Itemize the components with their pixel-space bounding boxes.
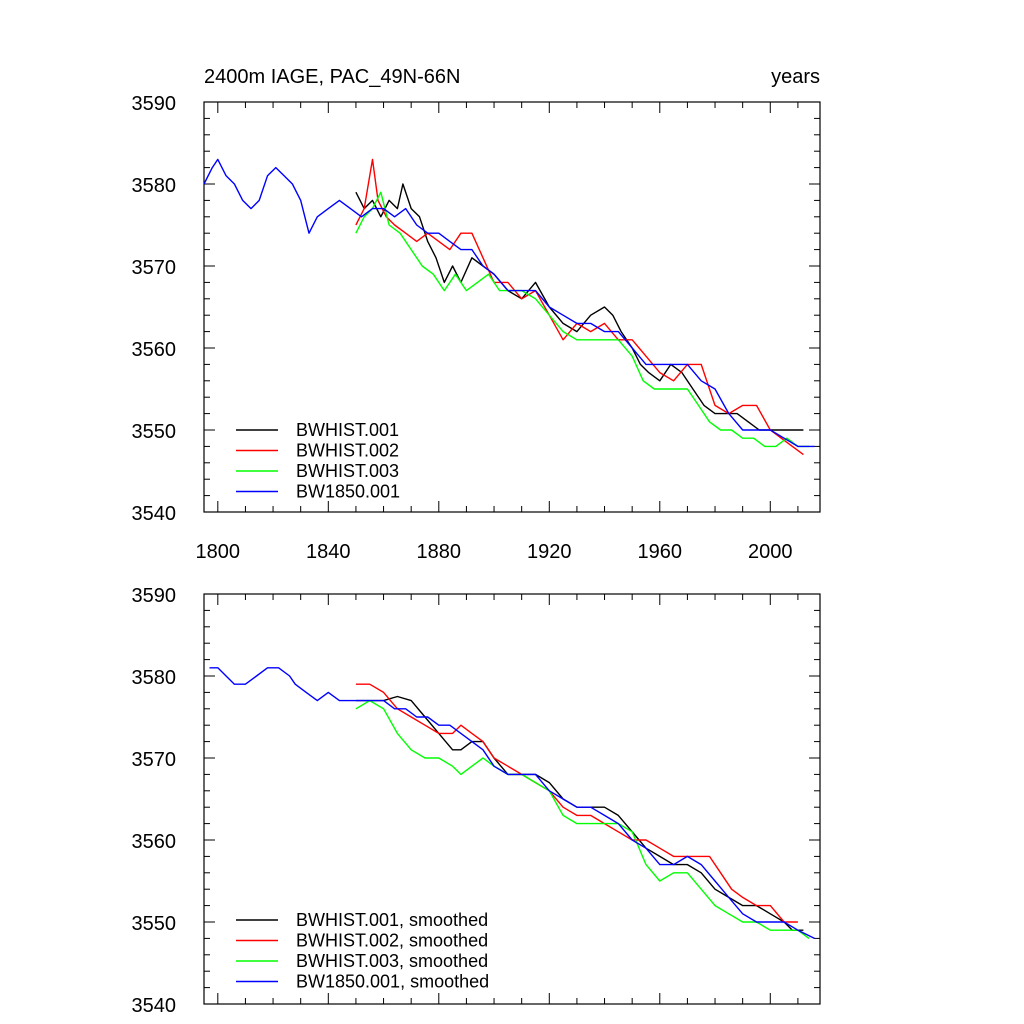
series-line-3 — [355, 191, 809, 448]
units-label: years — [771, 66, 820, 88]
bottom-panel: 3540 3550 3560 3570 3580 3590 BWHIST.001, smoo… — [132, 585, 821, 1017]
series-line-1 — [355, 183, 804, 431]
legend-label: BWHIST.001 — [296, 420, 399, 440]
legend-label: BW1850.001 — [296, 482, 400, 502]
top-panel: 3540 3550 3560 3570 3580 3590 1800 1840 1880 1920… — [132, 93, 821, 563]
plot-frame — [203, 593, 821, 1005]
y-tick-label: 3550 — [132, 421, 177, 443]
x-tick-label: 1960 — [638, 541, 683, 563]
x-tick-label: 1880 — [417, 541, 462, 563]
y-tick-label: 3590 — [132, 585, 177, 607]
y-tick-label: 3550 — [132, 913, 177, 935]
series-line-1 — [355, 695, 804, 931]
series-line-4 — [203, 158, 815, 448]
y-tick-label: 3540 — [132, 995, 177, 1017]
x-tick-label: 1800 — [196, 541, 241, 563]
legend-label: BW1850.001, smoothed — [296, 972, 489, 992]
y-tick-label: 3580 — [132, 175, 177, 197]
series-line-4 — [209, 667, 815, 940]
y-tick-label: 3560 — [132, 831, 177, 853]
y-tick-label: 3590 — [132, 93, 177, 115]
legend-label: BWHIST.003 — [296, 461, 399, 481]
x-tick-label: 2000 — [748, 541, 793, 563]
y-tick-label: 3580 — [132, 667, 177, 689]
legend-label: BWHIST.002 — [296, 441, 399, 461]
plot-frame — [203, 101, 821, 513]
series-line-2 — [355, 158, 804, 456]
y-tick-label: 3570 — [132, 749, 177, 771]
series-line-2 — [355, 683, 798, 923]
y-tick-label: 3540 — [132, 503, 177, 525]
y-tick-label: 3560 — [132, 339, 177, 361]
x-tick-label: 1920 — [527, 541, 572, 563]
legend-label: BWHIST.002, smoothed — [296, 931, 488, 951]
legend-label: BWHIST.001, smoothed — [296, 910, 488, 930]
legend-label: BWHIST.003, smoothed — [296, 951, 488, 971]
chart-title: 2400m IAGE, PAC_49N-66N — [204, 66, 460, 88]
x-tick-label: 1840 — [306, 541, 351, 563]
y-tick-label: 3570 — [132, 257, 177, 279]
series-line-3 — [355, 699, 810, 939]
